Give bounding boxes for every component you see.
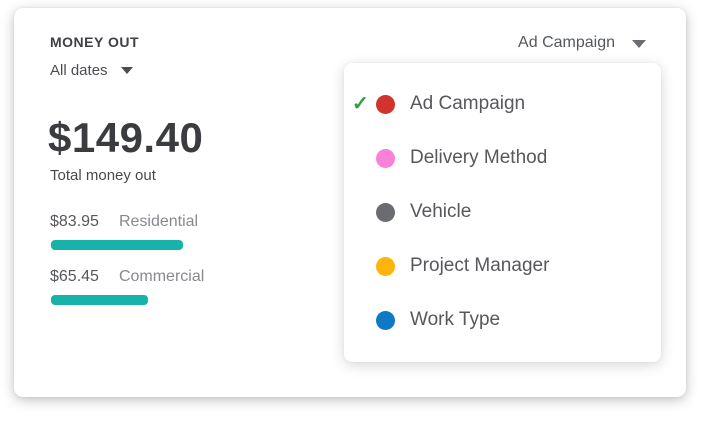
commercial-label: Commercial — [118, 268, 205, 285]
category-dot — [376, 310, 395, 330]
menu-item-work-type[interactable]: Work Type — [344, 293, 661, 347]
total-amount-caption: Total money out — [50, 167, 156, 184]
menu-item-project-manager[interactable]: Project Manager — [344, 239, 661, 293]
date-range-selector[interactable]: All dates — [50, 62, 133, 79]
caret-down-icon — [120, 67, 133, 74]
residential-bar[interactable] — [51, 240, 183, 250]
menu-item-label: Project Manager — [410, 255, 550, 276]
breakdown-row-residential[interactable]: $83.95 Residential — [50, 213, 198, 231]
breakdown-row-commercial[interactable]: $65.45 Commercial — [50, 268, 204, 286]
check-icon: ✓ — [352, 93, 369, 115]
category-dot — [376, 94, 395, 114]
menu-item-ad-campaign[interactable]: ✓ Ad Campaign — [344, 77, 661, 131]
group-by-selected-label: Ad Campaign — [518, 34, 615, 51]
money-out-card: MONEY OUT All dates $149.40 Total money … — [14, 8, 686, 397]
category-dot — [376, 256, 395, 276]
commercial-bar[interactable] — [51, 295, 148, 305]
menu-item-label: Work Type — [410, 309, 501, 330]
card-title: MONEY OUT — [50, 34, 140, 50]
total-amount: $149.40 — [48, 114, 204, 161]
menu-item-label: Ad Campaign — [410, 93, 526, 114]
residential-amount: $83.95 — [50, 213, 99, 230]
group-by-menu: ✓ Ad Campaign Delivery Method Vehicle Pr… — [344, 63, 661, 362]
group-by-dropdown[interactable]: Ad Campaign — [518, 32, 646, 54]
menu-item-delivery-method[interactable]: Delivery Method — [344, 131, 661, 185]
category-dot — [376, 148, 395, 168]
category-dot — [376, 202, 395, 222]
menu-item-label: Vehicle — [410, 201, 472, 222]
date-range-label: All dates — [50, 62, 108, 79]
residential-label: Residential — [118, 213, 199, 230]
menu-item-vehicle[interactable]: Vehicle — [344, 185, 661, 239]
menu-item-label: Delivery Method — [410, 147, 548, 168]
caret-down-icon — [632, 40, 646, 48]
commercial-amount: $65.45 — [50, 268, 99, 285]
